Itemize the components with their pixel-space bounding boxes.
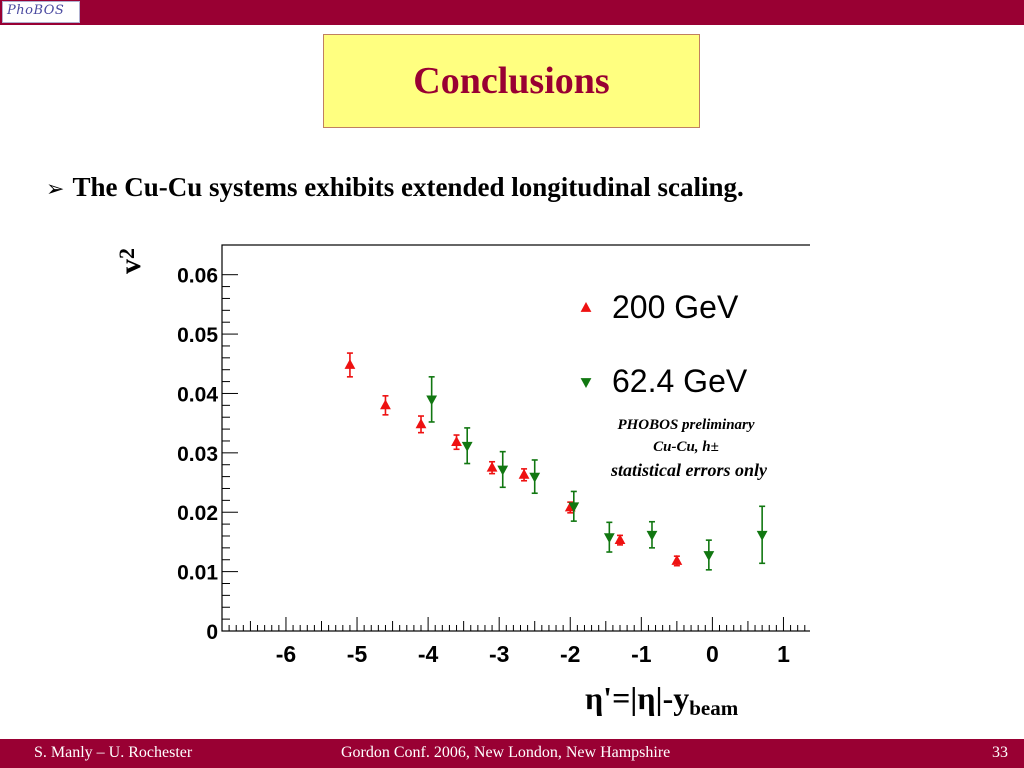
data-point	[497, 465, 509, 476]
x-tick-label: -6	[276, 641, 296, 667]
y-tick-label: 0.03	[177, 443, 218, 466]
data-point	[568, 502, 580, 513]
chart-svg: 00.010.020.030.040.050.06-6 -5 -4 -3 -2 -1 0 1 …	[114, 244, 820, 720]
x-tick-label: -3	[489, 641, 509, 667]
arrow-bullet-icon: ➢	[46, 177, 65, 202]
footer-conference: Gordon Conf. 2006, New London, New Hamps…	[341, 744, 671, 761]
annotation-preliminary: PHOBOS preliminary	[617, 417, 754, 433]
y-tick-label: 0	[206, 621, 218, 644]
page-number: 33	[992, 744, 1008, 761]
logo-text: PhoBOS	[7, 3, 65, 18]
plot-frame	[221, 244, 820, 632]
title-box: Conclusions	[323, 34, 700, 128]
x-tick-label: -2	[560, 641, 580, 667]
x-tick-label: -1	[631, 641, 652, 667]
data-point	[518, 468, 530, 479]
data-point	[603, 533, 615, 544]
y-axis-label: v2	[114, 248, 147, 274]
y-tick-label: 0.06	[177, 265, 218, 288]
legend-label: 200 GeV	[612, 289, 739, 325]
annotation-system: Cu-Cu, h±	[653, 439, 719, 455]
data-point	[426, 395, 438, 406]
legend-marker	[580, 302, 592, 312]
x-tick-label: -5	[347, 641, 368, 667]
y-tick-label: 0.04	[177, 383, 218, 406]
data-point	[756, 530, 768, 541]
x-tick-label: 0	[706, 641, 719, 667]
data-point	[461, 441, 473, 452]
data-point	[614, 534, 626, 545]
bullet-text: The Cu-Cu systems exhibits extended long…	[72, 172, 744, 202]
footer-bar: S. Manly – U. Rochester Gordon Conf. 200…	[0, 739, 1024, 768]
phobos-logo: PhoBOS	[2, 1, 80, 23]
top-bar: PhoBOS	[0, 0, 1024, 25]
data-point	[646, 530, 658, 541]
data-point	[451, 436, 462, 447]
x-tick-label: -4	[418, 641, 439, 667]
slide-title: Conclusions	[413, 60, 610, 102]
data-point	[529, 472, 541, 483]
annotation-errors: statistical errors only	[610, 460, 768, 480]
data-marks	[344, 352, 768, 571]
legend-marker	[580, 378, 592, 388]
x-tick-label: 1	[777, 641, 790, 667]
footer-author: S. Manly – U. Rochester	[34, 744, 193, 761]
y-tick-label: 0.05	[177, 324, 218, 347]
x-axis-label: η'=|η|-ybeam	[585, 680, 739, 720]
y-tick-label: 0.02	[177, 502, 218, 525]
legend: 200 GeV 62.4 GeV	[580, 289, 748, 399]
legend-label: 62.4 GeV	[612, 363, 748, 399]
data-point	[486, 461, 498, 472]
y-tick-label: 0.01	[177, 562, 218, 585]
data-point	[380, 399, 391, 410]
data-point	[344, 358, 356, 369]
data-point	[415, 418, 427, 429]
v2-chart: 0 0.01 0.02 0.03 0.04 0.05 0.06 -6 -5 -4 -3 -2 -1 0 1 …	[110, 238, 820, 733]
bullet-point: ➢ The Cu-Cu systems exhibits extended lon…	[46, 172, 744, 203]
axes: 0 0.01 0.02 0.03 0.04 0.05 0.06 -6 -5 -4 -3 -2 -1 0 1	[177, 265, 820, 667]
data-point	[671, 554, 683, 565]
data-point	[703, 551, 715, 561]
